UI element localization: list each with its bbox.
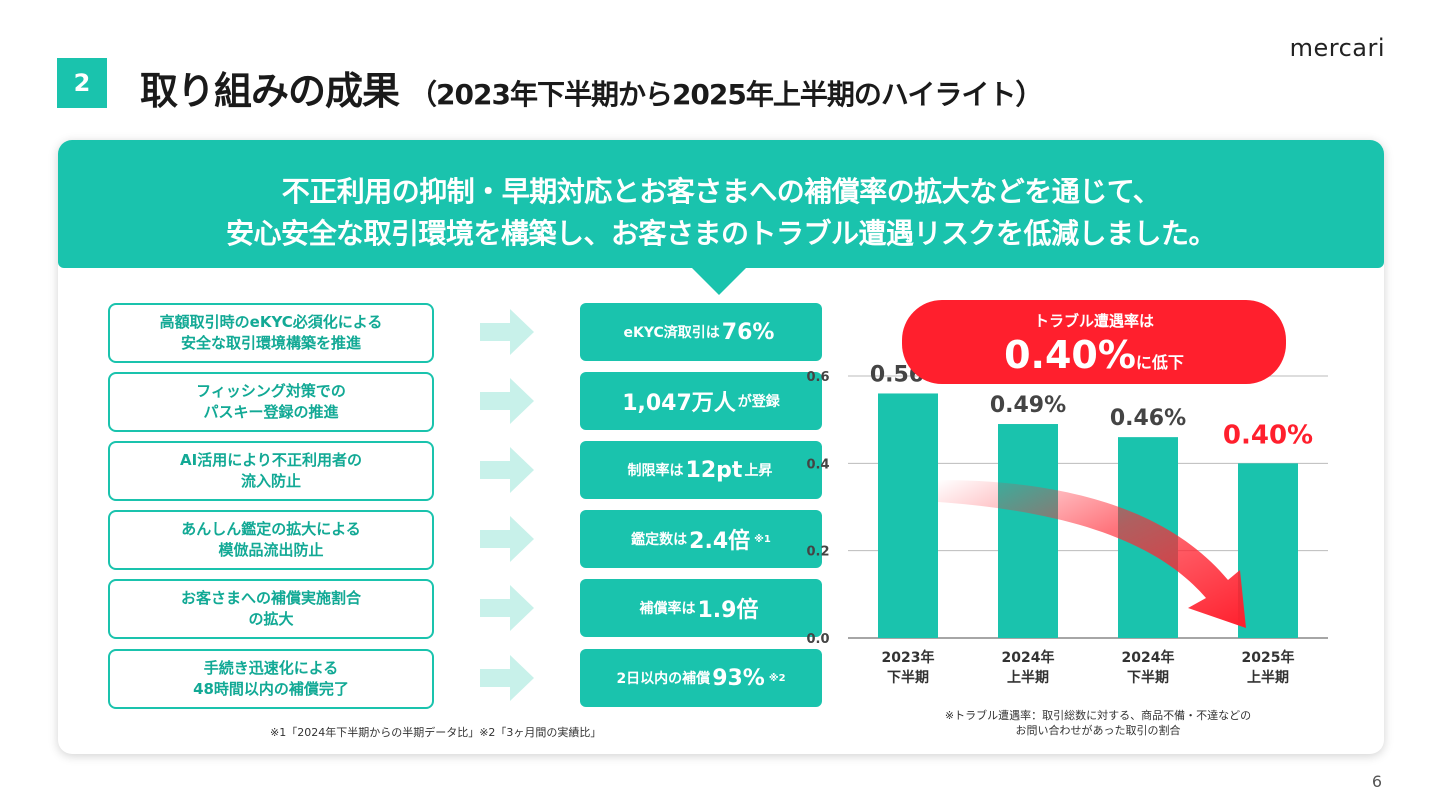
result-suffix: 上昇 bbox=[744, 463, 773, 479]
x-tick-label-year: 2024年 bbox=[1002, 649, 1055, 666]
result-value: 1.9倍 bbox=[697, 598, 759, 623]
trend-down-arrow bbox=[938, 480, 1246, 628]
initiative-line: お客さまへの補償実施割合 bbox=[180, 589, 361, 607]
right-arrow-icon bbox=[480, 655, 534, 701]
x-tick-label-half: 上半期 bbox=[1247, 669, 1289, 686]
initiative-box: 手続き迅速化による 48時間以内の補償完了 bbox=[108, 649, 434, 709]
initiative-line: 安全な取引環境構築を推進 bbox=[180, 334, 361, 352]
right-arrow-icon bbox=[480, 378, 534, 424]
callout-line-1: トラブル遭遇率は bbox=[1034, 312, 1154, 330]
result-prefix: 制限率は bbox=[627, 463, 684, 479]
result-value: 2.4倍 bbox=[689, 529, 751, 554]
initiative-line: 流入防止 bbox=[240, 472, 301, 490]
page-title-main: 取り組みの成果 bbox=[140, 69, 400, 113]
x-tick-label-half: 下半期 bbox=[1127, 669, 1169, 686]
callout-pill bbox=[902, 300, 1286, 384]
y-tick-label: 0.4 bbox=[806, 457, 829, 472]
initiative-box: AI活用により不正利用者の 流入防止 bbox=[108, 441, 434, 501]
bar-value-label: 0.40% bbox=[1223, 420, 1313, 450]
callout-value: 0.40%に低下 bbox=[1004, 333, 1184, 377]
initiative-box: あんしん鑑定の拡大による 模倣品流出防止 bbox=[108, 510, 434, 570]
initiative-line: あんしん鑑定の拡大による bbox=[181, 520, 361, 538]
callout-small: に低下 bbox=[1136, 353, 1184, 372]
content-card: 不正利用の抑制・早期対応とお客さまへの補償率の拡大などを通じて、 安心安全な取引… bbox=[58, 140, 1384, 754]
initiative-line: 模倣品流出防止 bbox=[218, 541, 324, 559]
banner-pointer bbox=[691, 267, 747, 295]
result-box: 制限率は 12pt 上昇 bbox=[580, 441, 822, 499]
footnote-right-line: ※トラブル遭遇率：取引総数に対する、商品不備・不達などの bbox=[944, 709, 1252, 722]
result-box: eKYC済取引は 76% bbox=[580, 303, 822, 361]
summary-banner: 不正利用の抑制・早期対応とお客さまへの補償率の拡大などを通じて、 安心安全な取引… bbox=[58, 140, 1384, 268]
result-box: 2日以内の補償 93% ※2 bbox=[580, 649, 822, 707]
right-arrow-icon bbox=[480, 516, 534, 562]
bar-value-label: 0.49% bbox=[990, 393, 1066, 418]
result-note: ※2 bbox=[768, 672, 786, 684]
result-note: ※1 bbox=[754, 533, 771, 545]
initiative-box: 高額取引時のeKYC必須化による 安全な取引環境構築を推進 bbox=[108, 303, 434, 363]
initiative-line: 高額取引時のeKYC必須化による bbox=[159, 313, 383, 331]
bar-value-label: 0.46% bbox=[1110, 406, 1186, 431]
result-prefix: 補償率は bbox=[639, 601, 696, 617]
right-arrow-icon bbox=[480, 447, 534, 493]
result-prefix: 鑑定数は bbox=[631, 532, 688, 548]
bar-2023年下半期 bbox=[878, 393, 938, 638]
x-tick-label-year: 2024年 bbox=[1122, 649, 1175, 666]
initiative-line: の拡大 bbox=[248, 610, 294, 628]
page-number: 6 bbox=[1371, 772, 1382, 791]
initiative-box: お客さまへの補償実施割合 の拡大 bbox=[108, 579, 434, 639]
callout-big: 0.40% bbox=[1004, 333, 1136, 377]
result-box: 鑑定数は 2.4倍 ※1 bbox=[580, 510, 822, 568]
mercari-logo: mercari bbox=[1289, 34, 1385, 62]
right-arrow-icon bbox=[480, 309, 534, 355]
banner-line-2: 安心安全な取引環境を構築し、お客さまのトラブル遭遇リスクを低減しました。 bbox=[225, 217, 1217, 250]
right-arrow-icon bbox=[480, 585, 534, 631]
page-title: 取り組みの成果 （2023年下半期から2025年上半期のハイライト） bbox=[140, 60, 1043, 115]
section-number-badge: 2 bbox=[57, 58, 107, 108]
result-value: 93% bbox=[712, 665, 765, 691]
result-suffix: が登録 bbox=[737, 394, 780, 410]
initiative-line: 48時間以内の補償完了 bbox=[193, 680, 349, 698]
x-tick-label-year: 2025年 bbox=[1242, 649, 1295, 666]
initiative-line: フィッシング対策での bbox=[196, 382, 346, 400]
y-tick-label: 0.2 bbox=[806, 545, 829, 560]
result-box: 1,047万人 が登録 bbox=[580, 372, 822, 430]
y-tick-label: 0.6 bbox=[806, 370, 829, 385]
result-box: 補償率は 1.9倍 bbox=[580, 579, 822, 637]
bar-2024年上半期 bbox=[998, 424, 1058, 638]
result-value: 1,047万人 bbox=[622, 391, 736, 416]
y-tick-label: 0.0 bbox=[806, 632, 829, 647]
result-value: 76% bbox=[721, 319, 775, 345]
banner-line-1: 不正利用の抑制・早期対応とお客さまへの補償率の拡大などを通じて、 bbox=[281, 175, 1161, 208]
footnote-right: ※トラブル遭遇率：取引総数に対する、商品不備・不達などの お問い合わせがあった取… bbox=[918, 708, 1278, 738]
x-tick-label-half: 下半期 bbox=[887, 669, 929, 686]
bar-2025年上半期 bbox=[1238, 463, 1298, 638]
result-prefix: eKYC済取引は bbox=[623, 325, 720, 341]
x-tick-label-year: 2023年 bbox=[882, 649, 935, 666]
x-tick-label-half: 上半期 bbox=[1007, 669, 1049, 686]
initiative-line: 手続き迅速化による bbox=[203, 659, 339, 677]
initiative-line: AI活用により不正利用者の bbox=[180, 451, 362, 469]
footnote-right-line: お問い合わせがあった取引の割合 bbox=[1015, 724, 1181, 737]
page-subtitle: （2023年下半期から2025年上半期のハイライト） bbox=[409, 78, 1043, 111]
footnote-left: ※1「2024年下半期からの半期データ比」※2「3ヶ月間の実績比」 bbox=[270, 726, 602, 739]
trouble-rate-chart: 0.00.20.40.6 0.56%2023年下半期0.49%2024年上半期0.… bbox=[806, 300, 1328, 686]
initiative-box: フィッシング対策での パスキー登録の推進 bbox=[108, 372, 434, 432]
initiative-line: パスキー登録の推進 bbox=[203, 403, 339, 421]
result-value: 12pt bbox=[685, 457, 743, 483]
result-prefix: 2日以内の補償 bbox=[616, 671, 711, 687]
